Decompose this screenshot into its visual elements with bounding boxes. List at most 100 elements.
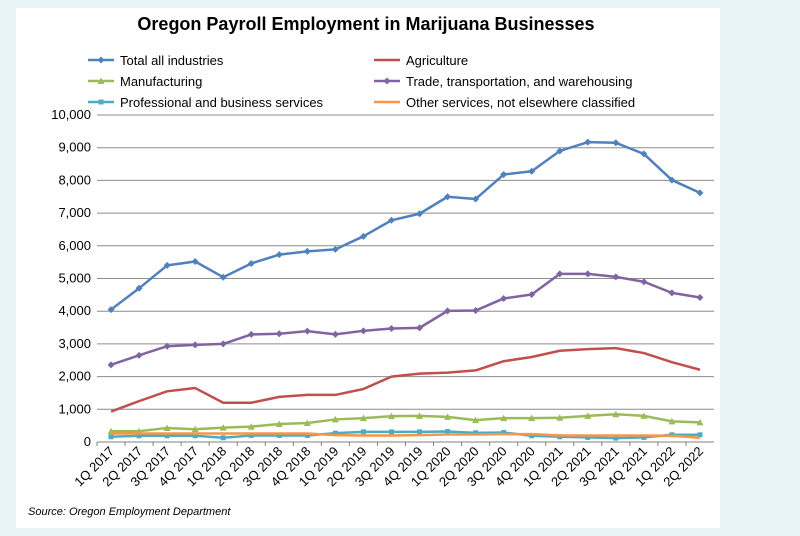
data-point xyxy=(387,216,395,224)
y-tick-label: 8,000 xyxy=(58,172,91,187)
data-point xyxy=(191,425,199,433)
y-tick-label: 9,000 xyxy=(58,140,91,155)
data-point xyxy=(220,435,226,441)
data-point xyxy=(275,330,283,338)
data-point xyxy=(444,307,452,315)
legend-label: Total all industries xyxy=(120,53,224,68)
data-point xyxy=(107,306,115,314)
data-point xyxy=(472,416,480,424)
data-point xyxy=(501,430,507,436)
data-point xyxy=(304,432,310,438)
legend-label: Other services, not elsewhere classified xyxy=(406,95,635,110)
data-point xyxy=(247,259,255,267)
series-line xyxy=(110,272,701,367)
y-tick-label: 7,000 xyxy=(58,205,91,220)
data-point xyxy=(383,77,391,85)
data-point xyxy=(97,77,105,84)
data-point xyxy=(248,432,254,438)
data-point xyxy=(219,340,227,348)
y-tick-label: 6,000 xyxy=(58,238,91,253)
data-point xyxy=(472,307,480,315)
data-point xyxy=(275,420,283,428)
data-point xyxy=(613,435,619,441)
series-2 xyxy=(107,410,704,435)
data-point xyxy=(108,434,114,440)
data-point xyxy=(472,195,480,203)
legend-item: Other services, not elsewhere classified xyxy=(374,95,635,110)
data-point xyxy=(528,414,536,422)
y-tick-label: 10,000 xyxy=(51,107,91,122)
series-0 xyxy=(107,138,704,314)
data-point xyxy=(640,278,648,286)
data-point xyxy=(387,412,395,420)
data-point xyxy=(163,424,171,431)
data-point xyxy=(247,423,255,430)
data-point xyxy=(135,351,143,359)
series-3 xyxy=(107,270,704,369)
data-point xyxy=(557,434,563,440)
y-axis: 0 1,000 2,000 3,000 4,000 5,000 6,000 7,000 8,00… xyxy=(51,107,91,449)
legend-item: Manufacturing xyxy=(88,74,202,89)
data-point xyxy=(416,324,424,332)
data-point xyxy=(191,257,199,265)
data-point xyxy=(585,434,591,440)
data-point xyxy=(612,139,620,147)
data-point xyxy=(135,284,143,292)
data-point xyxy=(696,293,704,301)
series-line xyxy=(110,140,701,311)
data-point xyxy=(612,273,620,281)
chart-frame: Oregon Payroll Employment in Marijuana B… xyxy=(16,8,720,528)
legend-label: Agriculture xyxy=(406,53,468,68)
data-point xyxy=(584,270,592,278)
series-line xyxy=(111,412,701,433)
data-point xyxy=(640,150,648,158)
data-point xyxy=(360,429,366,435)
data-point xyxy=(500,171,508,179)
data-point xyxy=(136,433,142,439)
data-point xyxy=(331,330,339,338)
data-point xyxy=(641,434,647,440)
y-tick-label: 1,000 xyxy=(58,401,91,416)
data-point xyxy=(331,415,339,423)
data-point xyxy=(500,294,508,302)
data-point xyxy=(192,433,198,439)
data-point xyxy=(107,361,115,369)
legend-label: Manufacturing xyxy=(120,74,202,89)
legend-item: Professional and business services xyxy=(88,95,324,110)
data-point xyxy=(164,433,170,439)
data-point xyxy=(276,432,282,438)
legend-label: Trade, transportation, and warehousing xyxy=(406,74,632,89)
data-point xyxy=(219,273,227,281)
data-point xyxy=(416,210,424,218)
y-tick-label: 2,000 xyxy=(58,369,91,384)
data-point xyxy=(163,261,171,269)
plot-area xyxy=(107,138,704,441)
data-point xyxy=(528,291,536,299)
data-point xyxy=(529,433,535,439)
series-5 xyxy=(111,432,701,439)
chart-source: Source: Oregon Employment Department xyxy=(28,506,231,518)
data-point xyxy=(697,432,703,438)
data-point xyxy=(445,429,451,435)
data-point xyxy=(359,327,367,335)
data-point xyxy=(331,245,339,253)
legend-item: Trade, transportation, and warehousing xyxy=(374,74,632,89)
data-point xyxy=(332,430,338,436)
data-point xyxy=(556,270,564,278)
data-point xyxy=(668,417,676,425)
data-point xyxy=(640,412,648,419)
data-point xyxy=(98,99,104,105)
data-point xyxy=(444,193,452,201)
legend: Total all industries Agriculture Manufactu… xyxy=(88,53,635,110)
data-point xyxy=(668,176,676,184)
series-line xyxy=(110,430,700,440)
y-tick-label: 5,000 xyxy=(58,271,91,286)
data-point xyxy=(696,189,704,197)
data-point xyxy=(612,410,620,418)
y-tick-label: 3,000 xyxy=(58,336,91,351)
data-point xyxy=(416,412,424,419)
data-point xyxy=(97,56,105,64)
series-4 xyxy=(108,429,703,441)
data-point xyxy=(387,325,395,333)
